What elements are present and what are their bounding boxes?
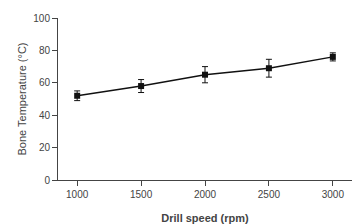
svg-text:1000: 1000 <box>66 189 89 200</box>
svg-text:3000: 3000 <box>322 189 345 200</box>
svg-text:60: 60 <box>39 77 51 88</box>
svg-text:0: 0 <box>44 175 50 186</box>
svg-text:100: 100 <box>33 13 50 24</box>
svg-text:Bone Temperature (°C): Bone Temperature (°C) <box>16 42 28 155</box>
svg-text:20: 20 <box>39 142 51 153</box>
svg-text:40: 40 <box>39 110 51 121</box>
svg-text:Drill speed (rpm): Drill speed (rpm) <box>161 212 249 224</box>
svg-text:1500: 1500 <box>130 189 153 200</box>
svg-text:80: 80 <box>39 45 51 56</box>
svg-text:2000: 2000 <box>194 189 217 200</box>
svg-text:2500: 2500 <box>258 189 281 200</box>
